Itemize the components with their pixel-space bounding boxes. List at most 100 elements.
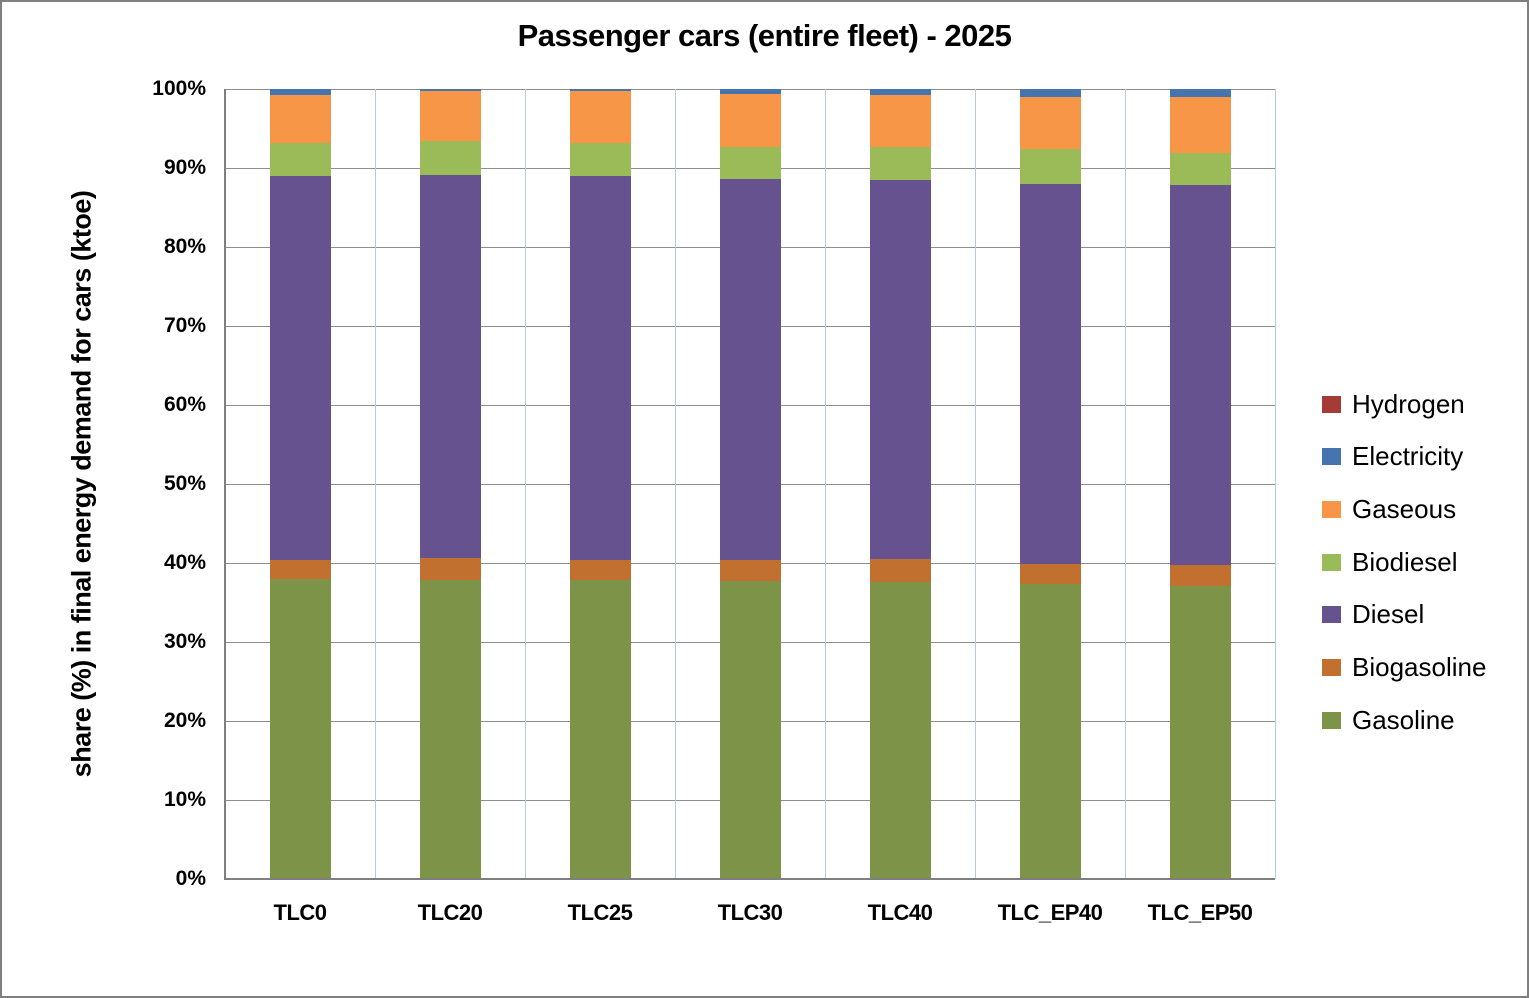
x-axis-label-TLC20: TLC20	[417, 900, 483, 925]
legend-swatch-diesel	[1322, 606, 1341, 624]
legend-label-gaseous: Gaseous	[1352, 493, 1457, 524]
segment-gaseous	[420, 90, 481, 142]
segment-gasoline	[870, 581, 931, 879]
segment-biogasoline	[1170, 564, 1231, 586]
segment-diesel	[420, 175, 481, 559]
category-separator-line	[1275, 89, 1276, 879]
segment-electricity	[1020, 89, 1081, 97]
segment-biogasoline	[870, 559, 931, 582]
plot-area	[224, 89, 1276, 880]
legend-label-diesel: Diesel	[1352, 599, 1425, 630]
category-separator-line	[525, 89, 526, 879]
segment-gasoline	[1020, 583, 1081, 879]
legend-swatch-hydrogen	[1322, 395, 1341, 413]
segment-gasoline	[270, 578, 331, 879]
segment-electricity	[270, 89, 331, 95]
legend-label-gasoline: Gasoline	[1352, 704, 1455, 735]
legend-swatch-biogasoline	[1322, 659, 1341, 676]
y-tick-label: 100%	[152, 77, 206, 100]
segment-electricity	[720, 89, 781, 94]
segment-diesel	[270, 175, 331, 560]
legend-swatch-gaseous	[1322, 500, 1341, 518]
y-axis-title: share (%) in final energy demand for car…	[66, 190, 97, 778]
segment-biodiesel	[270, 142, 331, 176]
segment-biogasoline	[720, 559, 781, 582]
segment-gaseous	[1020, 96, 1081, 150]
legend-label-electricity: Electricity	[1352, 441, 1464, 472]
category-separator-line	[375, 89, 376, 879]
segment-biodiesel	[1170, 153, 1231, 186]
segment-biodiesel	[1020, 149, 1081, 184]
segment-gaseous	[270, 94, 331, 143]
segment-electricity	[420, 89, 481, 91]
y-tick-label: 10%	[163, 788, 206, 811]
stacked-bar-TLC_EP50	[1170, 89, 1231, 879]
segment-biogasoline	[270, 559, 331, 579]
legend-item-biodiesel: Biodiesel	[1322, 546, 1458, 578]
segment-biogasoline	[1020, 563, 1081, 584]
segment-electricity	[870, 89, 931, 95]
category-separator-line	[675, 89, 676, 879]
segment-biogasoline	[570, 559, 631, 581]
segment-gaseous	[570, 91, 631, 143]
segment-biodiesel	[720, 146, 781, 180]
x-axis-label-TLC30: TLC30	[717, 900, 783, 925]
segment-gasoline	[1170, 585, 1231, 879]
segment-gasoline	[720, 581, 781, 879]
segment-electricity	[1170, 89, 1231, 97]
y-tick-label: 30%	[163, 630, 206, 653]
x-axis-label-TLC40: TLC40	[867, 900, 933, 925]
segment-biodiesel	[420, 141, 481, 176]
legend-item-gaseous: Gaseous	[1322, 493, 1456, 525]
stacked-bar-TLC30	[720, 89, 781, 879]
legend-label-hydrogen: Hydrogen	[1352, 388, 1465, 419]
segment-diesel	[870, 179, 931, 560]
segment-gaseous	[1170, 96, 1231, 153]
segment-diesel	[1020, 183, 1081, 564]
stacked-bar-TLC_EP40	[1020, 89, 1081, 879]
legend-item-gasoline: Gasoline	[1322, 704, 1455, 736]
segment-electricity	[570, 89, 631, 92]
x-axis-label-TLC_EP50: TLC_EP50	[1147, 900, 1253, 925]
y-tick-label: 80%	[163, 235, 206, 258]
segment-gasoline	[420, 579, 481, 879]
segment-gaseous	[720, 93, 781, 147]
legend-swatch-biodiesel	[1322, 553, 1341, 571]
segment-diesel	[570, 175, 631, 560]
legend-swatch-gasoline	[1322, 711, 1341, 729]
legend-swatch-electricity	[1322, 448, 1341, 466]
legend-item-biogasoline: Biogasoline	[1322, 652, 1486, 684]
x-axis-line	[224, 878, 1275, 880]
category-separator-line	[825, 89, 826, 879]
legend-label-biogasoline: Biogasoline	[1352, 652, 1487, 682]
legend-item-diesel: Diesel	[1322, 599, 1424, 631]
y-tick-label: 50%	[163, 472, 206, 495]
legend-item-electricity: Electricity	[1322, 441, 1463, 473]
segment-diesel	[720, 179, 781, 560]
stacked-bar-TLC0	[270, 89, 331, 879]
category-separator-line	[1125, 89, 1126, 879]
segment-biogasoline	[420, 558, 481, 580]
segment-gasoline	[570, 580, 631, 879]
y-axis-line	[224, 89, 226, 879]
segment-biodiesel	[870, 146, 931, 180]
x-axis-label-TLC_EP40: TLC_EP40	[997, 900, 1103, 925]
legend-item-hydrogen: Hydrogen	[1322, 388, 1465, 420]
y-tick-label: 20%	[163, 709, 206, 732]
legend-label-biodiesel: Biodiesel	[1352, 546, 1458, 577]
segment-diesel	[1170, 185, 1231, 565]
y-tick-label: 90%	[163, 156, 206, 179]
y-tick-label: 60%	[163, 393, 206, 416]
segment-gaseous	[870, 94, 931, 147]
chart-title: Passenger cars (entire fleet) - 2025	[517, 18, 1012, 53]
stacked-bar-TLC25	[570, 89, 631, 879]
x-axis-label-TLC0: TLC0	[273, 900, 328, 925]
stacked-bar-TLC20	[420, 89, 481, 879]
y-tick-label: 0%	[175, 867, 206, 890]
y-tick-label: 70%	[163, 314, 206, 337]
y-tick-label: 40%	[163, 551, 206, 574]
stacked-bar-TLC40	[870, 89, 931, 879]
x-axis-label-TLC25: TLC25	[567, 900, 633, 925]
segment-biodiesel	[570, 142, 631, 176]
